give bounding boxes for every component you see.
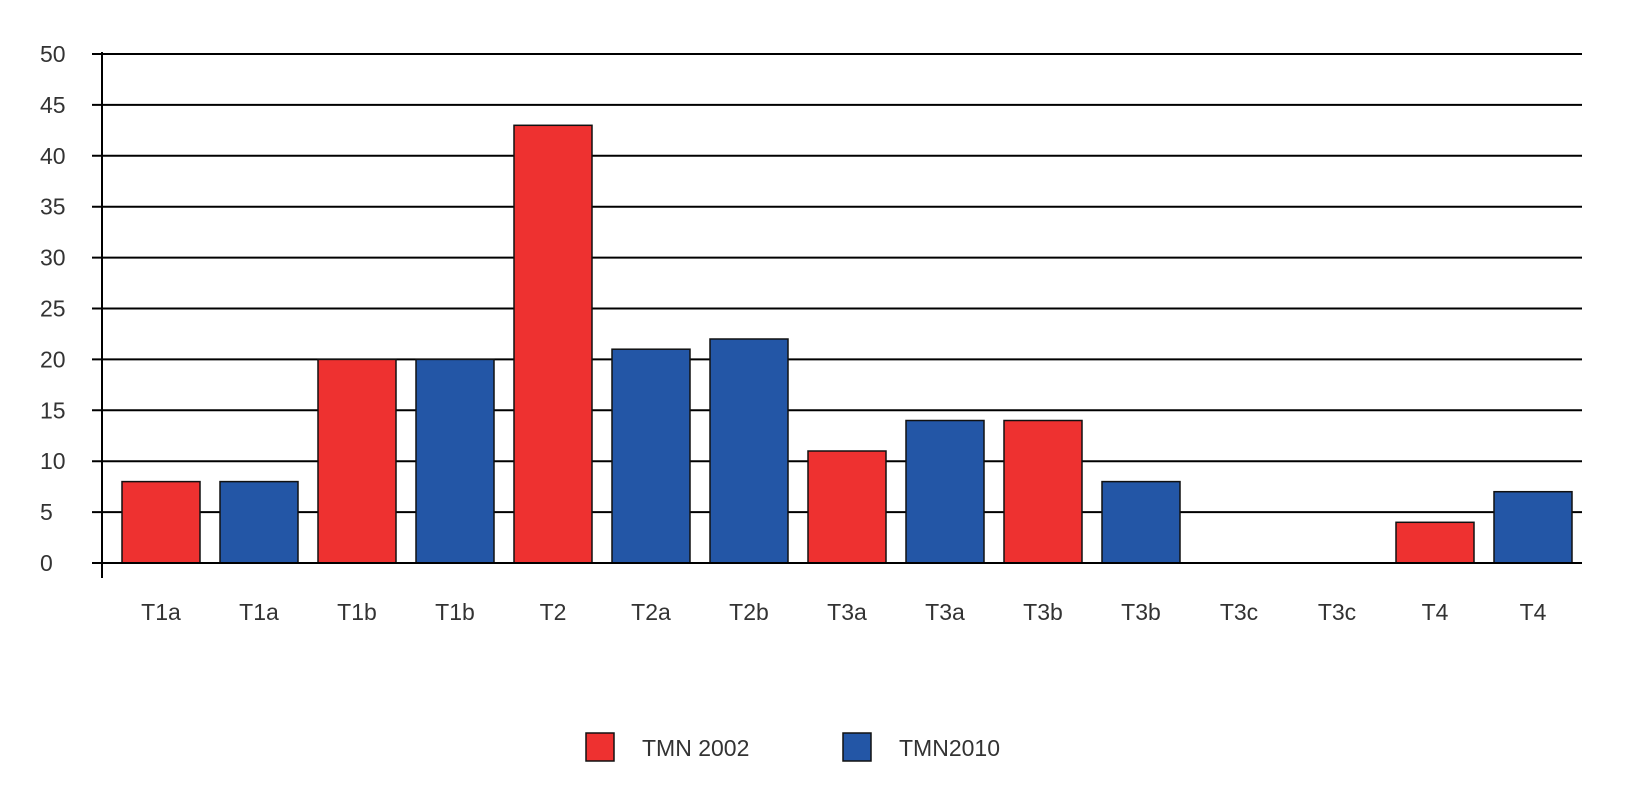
y-tick-label: 0 [40, 550, 53, 576]
bar-t4-tmn2010 [1493, 490, 1573, 564]
y-tick-label: 50 [40, 41, 66, 67]
y-tick-label: 30 [40, 245, 66, 271]
y-tick-label: 10 [40, 448, 66, 474]
bar-t3a-tmn2010 [905, 419, 985, 564]
bar-t1b-tmn2002 [317, 358, 397, 564]
grid-lines [92, 53, 1582, 514]
bars [121, 124, 1573, 564]
y-tick-label: 15 [40, 397, 66, 423]
y-axis-tick-labels: 0 5 10 15 20 25 30 35 40 45 50 [40, 41, 66, 576]
x-category-label: T3c [1220, 599, 1258, 625]
x-category-label: T3a [925, 599, 965, 625]
x-category-label: T4 [1520, 599, 1547, 625]
bar-t1b-tmn2010 [415, 358, 495, 564]
y-tick-label: 5 [40, 499, 53, 525]
bar-t4-tmn2002 [1395, 521, 1475, 564]
bar-t3b-tmn2002 [1003, 419, 1083, 564]
legend-label-tmn2010: TMN2010 [899, 735, 1000, 761]
legend-swatch-tmn2002 [585, 732, 615, 762]
x-category-label: T4 [1422, 599, 1449, 625]
x-category-label: T1b [435, 599, 475, 625]
bar-t1a-tmn2002 [121, 480, 201, 564]
bar-t2a-tmn2010 [611, 348, 691, 564]
x-category-label: T2a [631, 599, 671, 625]
x-category-label: T3c [1318, 599, 1356, 625]
x-axis-category-labels: T1a T1a T1b T1b T2 T2a T2b T3a T3a T3b T3b T3c T3c T4… [141, 599, 1546, 625]
y-tick-label: 35 [40, 194, 66, 220]
x-category-label: T1b [337, 599, 377, 625]
x-category-label: T2 [540, 599, 567, 625]
x-category-label: T3b [1121, 599, 1161, 625]
x-category-label: T3b [1023, 599, 1063, 625]
bar-t2b-tmn2010 [709, 338, 789, 564]
bar-t2-tmn2002 [513, 124, 593, 564]
y-tick-label: 40 [40, 143, 66, 169]
bar-t3a-tmn2002 [807, 450, 887, 564]
y-tick-label: 45 [40, 92, 66, 118]
legend: TMN 2002 TMN2010 [585, 732, 1000, 762]
legend-label-tmn2002: TMN 2002 [642, 735, 749, 761]
bar-t1a-tmn2010 [219, 480, 299, 564]
x-category-label: T1a [141, 599, 181, 625]
bar-t3b-tmn2010 [1101, 480, 1181, 564]
x-category-label: T2b [729, 599, 769, 625]
x-category-label: T1a [239, 599, 279, 625]
x-category-label: T3a [827, 599, 867, 625]
y-tick-label: 20 [40, 346, 66, 372]
legend-swatch-tmn2010 [842, 732, 872, 762]
y-tick-label: 25 [40, 296, 66, 322]
